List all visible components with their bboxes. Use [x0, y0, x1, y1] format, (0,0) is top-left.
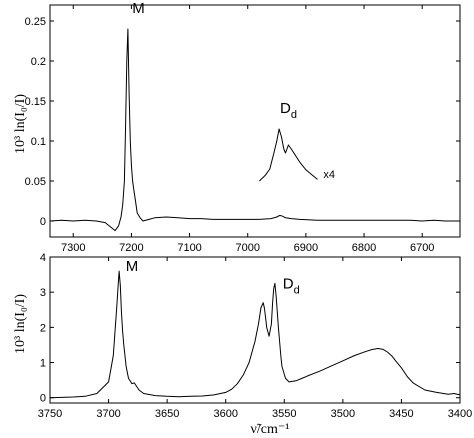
x-tick-label: 3550: [272, 408, 296, 420]
y-tick-label: 0.1: [31, 136, 46, 148]
x-tick-label: 3600: [213, 408, 237, 420]
series-scale-label: x4: [323, 169, 335, 181]
peak-label: Dd: [280, 100, 297, 121]
y-tick-label: 0: [40, 393, 46, 405]
peak-label-subscript: d: [291, 109, 297, 121]
peak-label-subscript: d: [294, 285, 300, 297]
y-tick-label: 3: [40, 287, 46, 299]
bottom-y-axis-label: 10³ ln(I₀/I): [13, 294, 28, 354]
x-tick-label: 7200: [119, 242, 143, 254]
x-tick-label: 6900: [294, 242, 318, 254]
x-tick-label: 3450: [389, 408, 413, 420]
x-tick-label: 3400: [448, 408, 472, 420]
top-panel: 7300 7200 7100 7000 6900 6800 6700 0 0.05 0.1 0.15…: [25, 0, 461, 254]
x-tick-label: 3500: [331, 408, 355, 420]
y-tick-label: 1: [40, 358, 46, 370]
peak-label: Dd: [283, 276, 300, 297]
y-tick-label: 0: [40, 216, 46, 228]
y-tick-label: 0.2: [31, 56, 46, 68]
y-tick-label: 4: [40, 252, 46, 264]
y-tick-label: 0.25: [25, 16, 46, 28]
x-tick-label: 6800: [352, 242, 376, 254]
series-line-0: [49, 28, 460, 232]
x-tick-label: 6700: [410, 242, 434, 254]
top-y-axis-label: 10³ ln(I₀/I): [13, 94, 28, 154]
y-tick-label: 0.15: [25, 96, 46, 108]
y-tick-label: 2: [40, 322, 46, 334]
bottom-panel: 3750 3700 3650 3600 3550 3500 3450 3400 0 1 2 3 4 M Dd: [38, 252, 472, 420]
peak-label: M: [126, 258, 139, 275]
x-tick-label: 3750: [38, 408, 62, 420]
series-line-1: [259, 128, 318, 182]
plot-frame: [49, 256, 461, 404]
plot-frame: [49, 4, 461, 238]
y-tick-label: 0.05: [25, 176, 46, 188]
x-tick-label: 7300: [61, 242, 85, 254]
x-tick-label: 3650: [155, 408, 179, 420]
bottom-x-axis-label: ν̃/cm⁻¹: [251, 422, 290, 437]
x-tick-label: 3700: [96, 408, 120, 420]
peak-label: M: [132, 0, 145, 17]
x-tick-label: 7000: [235, 242, 259, 254]
series-line-0: [49, 270, 461, 399]
x-tick-label: 7100: [177, 242, 201, 254]
